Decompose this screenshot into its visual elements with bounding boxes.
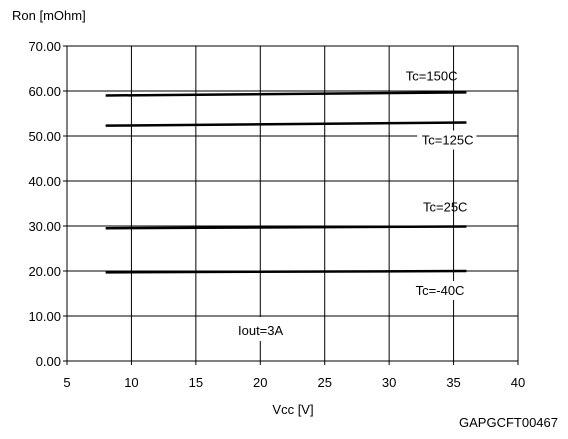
- annotation-box: [227, 317, 297, 341]
- series-labels: Tc=150C Tc=125C Tc=25C Tc=-40C: [406, 68, 477, 300]
- annotation-iout: Iout=3A: [238, 323, 284, 338]
- x-tick-label: 25: [317, 375, 331, 390]
- series-label: Tc=25C: [423, 199, 467, 214]
- y-axis-label: Ron [mOhm]: [12, 8, 86, 23]
- y-tick-label: 20.00: [28, 264, 61, 279]
- x-tick-label: 10: [124, 375, 138, 390]
- series-label-backdrop: [417, 130, 477, 150]
- series-line: [105, 225, 467, 230]
- y-tick-label: 40.00: [28, 174, 61, 189]
- series-label: Tc=-40C: [416, 283, 465, 298]
- series-line: [105, 269, 467, 274]
- y-tick-label: 10.00: [28, 309, 61, 324]
- figure-code: GAPGCFT00467: [459, 415, 558, 430]
- y-tick-label: 60.00: [28, 84, 61, 99]
- tick-labels: 0.00 10.00 20.00 30.00 40.00 50.00 60.00 70.00 5…: [28, 39, 525, 390]
- series-lines: [105, 91, 467, 274]
- y-tick-label: 30.00: [28, 219, 61, 234]
- y-tick-label: 50.00: [28, 129, 61, 144]
- x-axis-label: Vcc [V]: [272, 402, 313, 417]
- x-tick-label: 15: [189, 375, 203, 390]
- x-tick-label: 30: [382, 375, 396, 390]
- y-tick-label: 70.00: [28, 39, 61, 54]
- x-tick-label: 35: [446, 375, 460, 390]
- y-tick-label: 0.00: [36, 354, 61, 369]
- x-tick-label: 40: [511, 375, 525, 390]
- x-tick-label: 20: [253, 375, 267, 390]
- series-label: Tc=150C: [406, 68, 458, 83]
- series-label: Tc=125C: [422, 133, 474, 148]
- series-line: [105, 121, 467, 127]
- plot-frame: [66, 45, 519, 362]
- series-line: [105, 91, 467, 97]
- series-label-backdrop: [408, 281, 468, 300]
- x-tick-label: 5: [63, 375, 70, 390]
